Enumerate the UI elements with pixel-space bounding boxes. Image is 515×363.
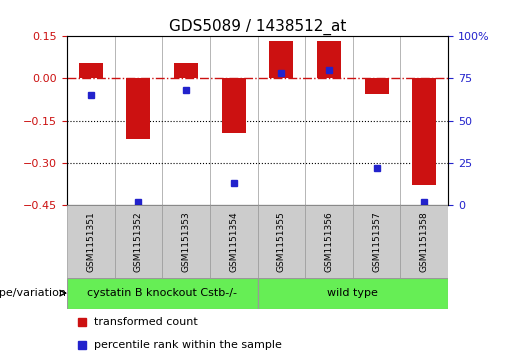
Text: GSM1151352: GSM1151352 [134,211,143,272]
Bar [365,78,388,94]
Bar [269,41,293,78]
Bar [258,205,305,278]
Text: GSM1151357: GSM1151357 [372,211,381,272]
Bar [67,278,258,309]
Text: GSM1151356: GSM1151356 [324,211,333,272]
Bar [162,205,210,278]
Text: GSM1151353: GSM1151353 [182,211,191,272]
Text: cystatin B knockout Cstb-/-: cystatin B knockout Cstb-/- [87,288,237,298]
Text: wild type: wild type [328,288,378,298]
Bar [222,78,246,133]
Bar [401,205,448,278]
Text: GSM1151354: GSM1151354 [229,211,238,272]
Text: GSM1151355: GSM1151355 [277,211,286,272]
Bar [67,205,115,278]
Bar [305,205,353,278]
Text: genotype/variation: genotype/variation [0,288,66,298]
Bar [79,63,102,78]
Text: percentile rank within the sample: percentile rank within the sample [94,340,282,350]
Bar [174,63,198,78]
Bar [114,205,162,278]
Bar [210,205,258,278]
Bar [353,205,401,278]
Bar [127,78,150,139]
Bar [413,78,436,185]
Text: GSM1151358: GSM1151358 [420,211,428,272]
Title: GDS5089 / 1438512_at: GDS5089 / 1438512_at [169,19,346,35]
Text: GSM1151351: GSM1151351 [87,211,95,272]
Bar [317,41,341,78]
Text: transformed count: transformed count [94,317,197,327]
Bar [258,278,448,309]
